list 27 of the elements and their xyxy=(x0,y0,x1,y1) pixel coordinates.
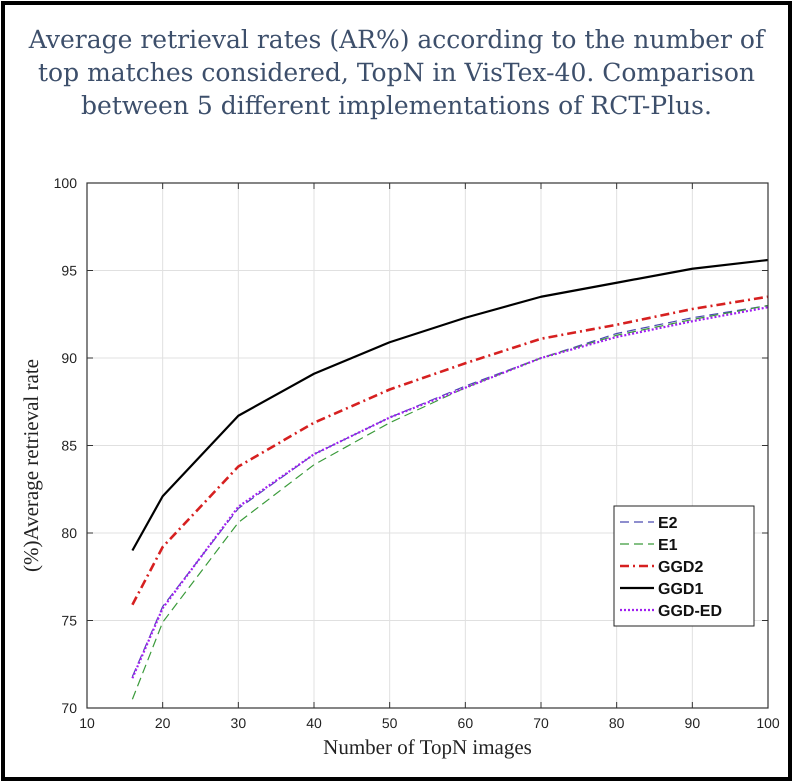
y-tick-label: 80 xyxy=(61,525,78,541)
chart-title: Average retrieval rates (AR%) according to the number of top matches considered, TopN in VisTex-40. Comparison between 5 different implementations of RCT-Plus. xyxy=(28,25,766,120)
x-tick-label: 50 xyxy=(382,715,398,731)
line-series xyxy=(131,258,770,552)
y-tick-label: 95 xyxy=(61,262,78,278)
x-tick-label: 70 xyxy=(533,715,549,731)
legend-label: GGD2 xyxy=(658,559,704,576)
x-tick-label: 60 xyxy=(458,715,474,731)
x-tick-label: 80 xyxy=(608,715,625,731)
y-tick-label: 70 xyxy=(61,700,78,716)
y-tick-label: 100 xyxy=(54,175,78,191)
x-tick-label: 90 xyxy=(684,715,700,731)
x-tick-label: 40 xyxy=(306,715,322,731)
legend-label: E1 xyxy=(658,537,678,554)
line-series xyxy=(131,295,770,606)
legend-label: E2 xyxy=(658,515,678,532)
legend-label: GGD-ED xyxy=(658,603,722,620)
y-tick-label: 75 xyxy=(61,612,78,628)
x-tick-label: 30 xyxy=(230,715,246,731)
legend-label: GGD1 xyxy=(658,581,704,598)
x-tick-label: 20 xyxy=(154,715,171,731)
x-tick-label: 100 xyxy=(756,715,780,731)
y-tick-label: 85 xyxy=(61,438,78,454)
x-tick-label: 10 xyxy=(79,715,95,731)
x-axis-title: Number of TopN images xyxy=(323,735,532,759)
y-axis-title: (%)Average retrieval rate xyxy=(19,359,43,572)
y-tick-label: 90 xyxy=(61,350,78,366)
